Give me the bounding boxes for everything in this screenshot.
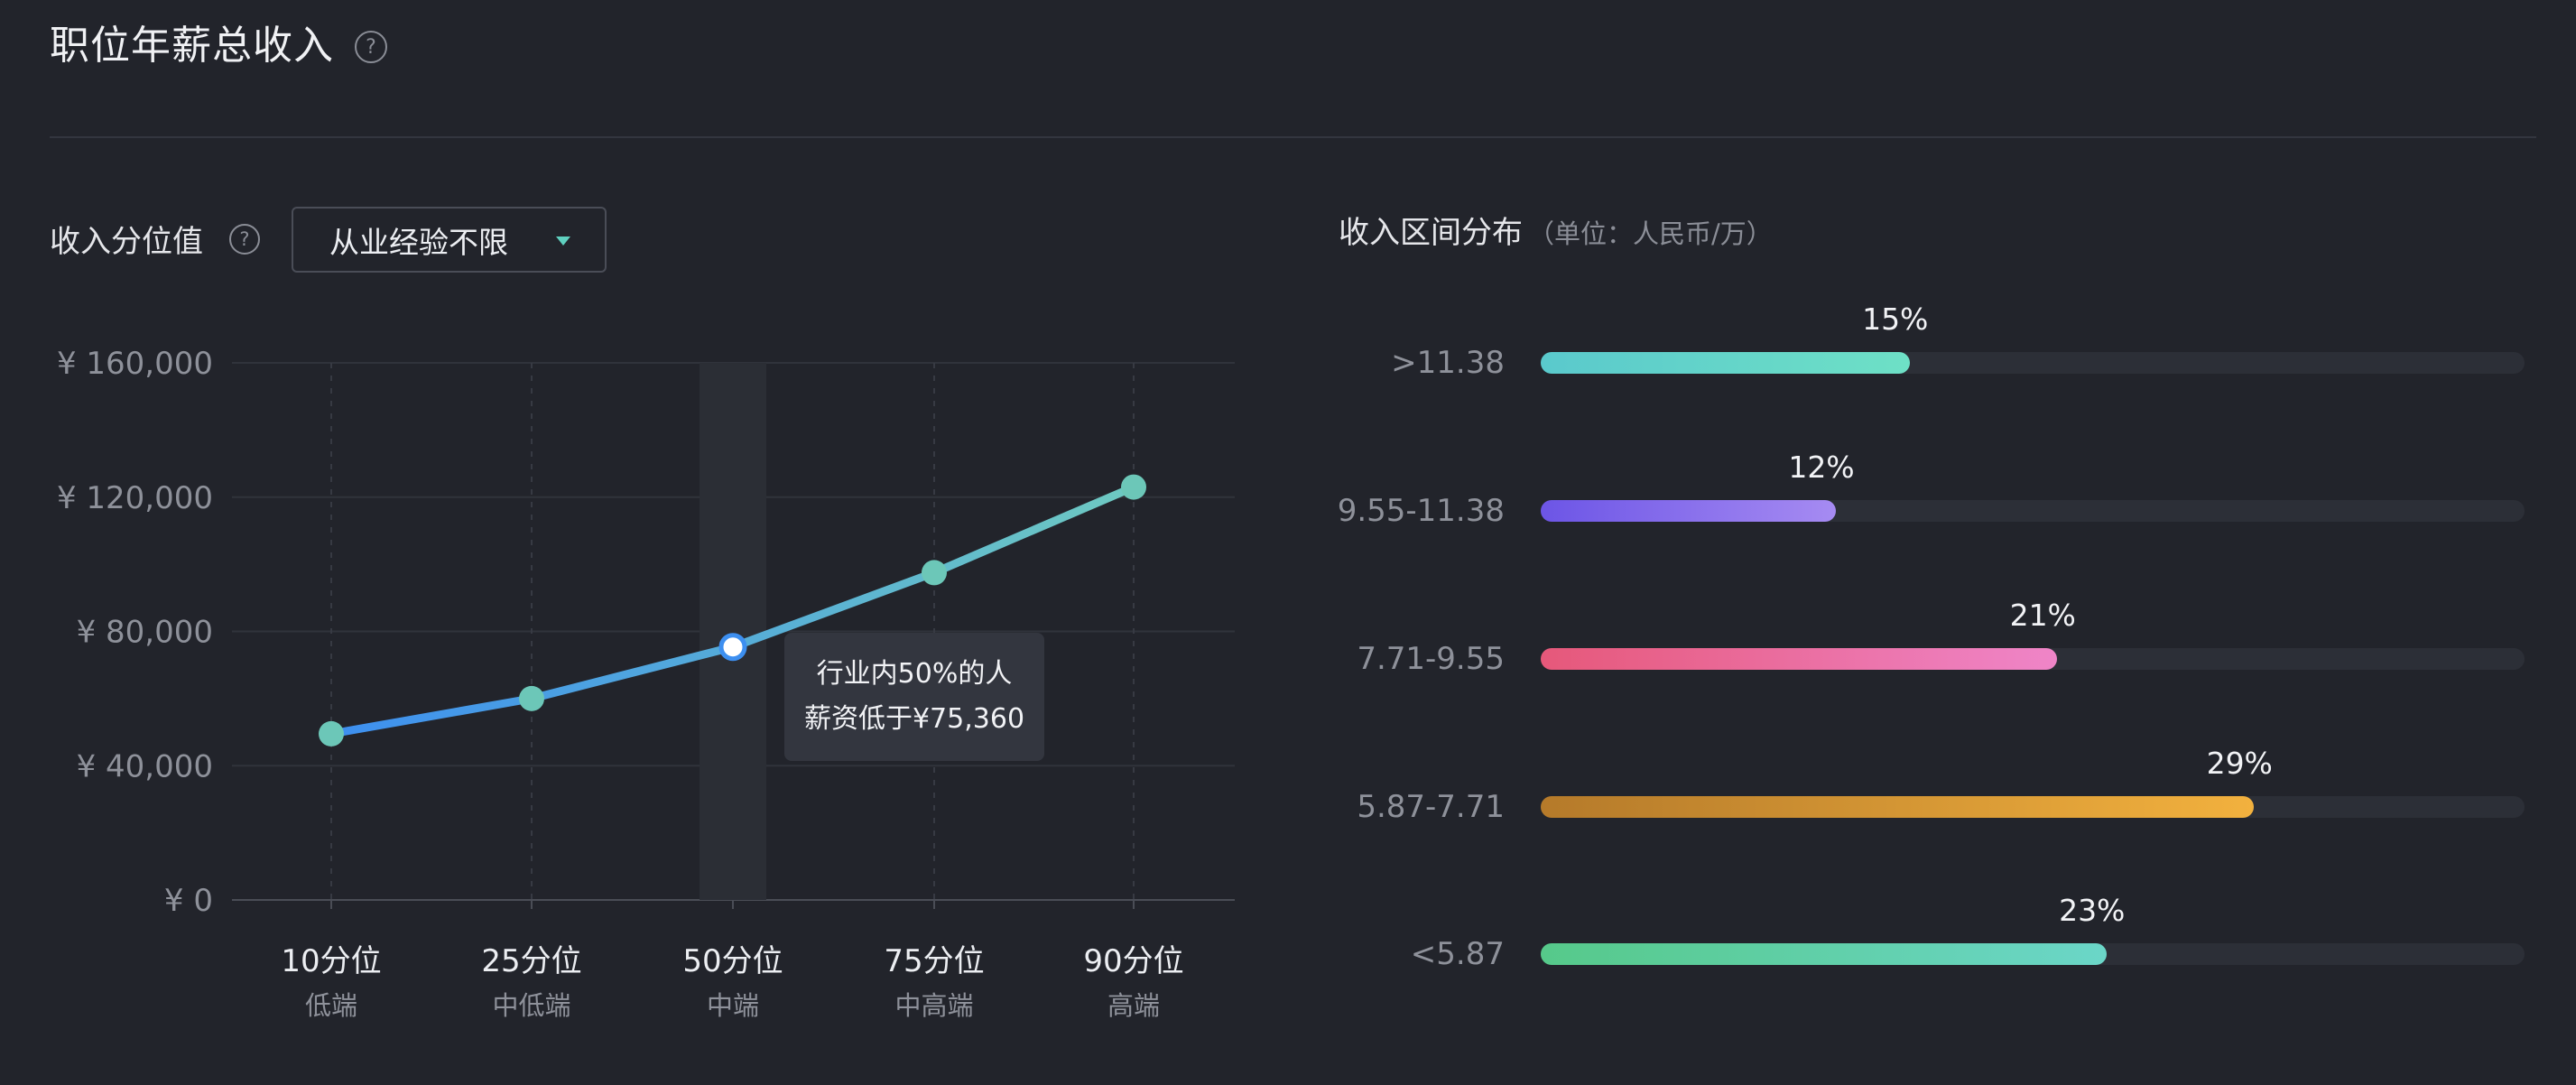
distribution-range-label: >11.38 <box>1391 345 1505 381</box>
distribution-bar-fill <box>1541 943 2107 965</box>
data-point <box>922 560 947 586</box>
distribution-percent-label: 12% <box>1788 450 1855 485</box>
experience-dropdown[interactable]: 从业经验不限 <box>292 207 607 273</box>
distribution-bar-track: 21% <box>1541 598 2525 670</box>
distribution-range-label: 5.87-7.71 <box>1357 789 1505 825</box>
tooltip-line-1: 行业内50%的人 <box>816 658 1013 690</box>
x-tick-label: 25分位 <box>481 943 581 979</box>
distribution-row: 7.71-9.55 21% <box>0 598 2576 695</box>
y-tick-label: ¥ 0 <box>164 883 213 919</box>
distribution-title: 收入区间分布 （单位：人民币/万） <box>1339 208 1773 252</box>
header-divider <box>50 136 2536 138</box>
distribution-bar-track: 29% <box>1541 746 2525 818</box>
y-tick-label: ¥ 40,000 <box>77 748 213 784</box>
experience-dropdown-value: 从业经验不限 <box>329 224 508 260</box>
y-tick-label: ¥ 80,000 <box>77 615 213 651</box>
distribution-bar-fill <box>1541 796 2255 818</box>
distribution-bar-track: 23% <box>1541 893 2525 965</box>
caret-down-icon <box>556 236 570 246</box>
distribution-range-label: 7.71-9.55 <box>1357 641 1505 677</box>
percentile-help-icon[interactable]: ? <box>229 224 260 255</box>
distribution-bar-track: 12% <box>1541 450 2525 522</box>
distribution-range-label: <5.87 <box>1410 936 1505 972</box>
distribution-bar-track: 15% <box>1541 301 2525 374</box>
x-tick-sublabel: 中高端 <box>894 990 973 1021</box>
x-tick-label: 90分位 <box>1083 943 1183 979</box>
page-title: 职位年薪总收入 <box>50 23 334 69</box>
distribution-row: 5.87-7.71 29% <box>0 746 2576 843</box>
data-point-highlighted <box>718 633 747 662</box>
highlight-band <box>700 363 766 900</box>
distribution-percent-label: 15% <box>1862 301 1929 337</box>
x-tick-label: 50分位 <box>682 943 783 979</box>
data-point <box>319 720 344 747</box>
distribution-percent-label: 29% <box>2206 746 2273 781</box>
tooltip-line-2: 薪资低于¥75,360 <box>803 703 1025 735</box>
x-tick-sublabel: 中端 <box>707 990 759 1021</box>
distribution-range-label: 9.55-11.38 <box>1337 493 1505 529</box>
distribution-bar-fill <box>1541 352 1910 374</box>
x-tick-sublabel: 高端 <box>1107 990 1160 1021</box>
data-point <box>1121 474 1146 500</box>
x-tick-sublabel: 低端 <box>305 990 357 1021</box>
y-tick-label: ¥ 120,000 <box>57 480 213 516</box>
x-tick-label: 75分位 <box>884 943 984 979</box>
data-point <box>519 685 544 711</box>
distribution-bar-fill <box>1541 648 2058 670</box>
help-icon[interactable]: ? <box>355 31 387 63</box>
distribution-row: >11.38 15% <box>0 301 2576 399</box>
distribution-row: <5.87 23% <box>0 893 2576 990</box>
chart-tooltip: 行业内50%的人 薪资低于¥75,360 <box>784 633 1044 761</box>
distribution-title-text: 收入区间分布 <box>1339 215 1523 251</box>
x-tick-label: 10分位 <box>281 943 381 979</box>
x-tick-sublabel: 中低端 <box>492 990 570 1021</box>
y-tick-label: ¥ 160,000 <box>57 346 213 382</box>
distribution-row: 9.55-11.38 12% <box>0 450 2576 547</box>
percentile-label: 收入分位值 <box>50 224 203 260</box>
distribution-percent-label: 21% <box>2009 598 2076 633</box>
distribution-unit: （单位：人民币/万） <box>1528 218 1773 249</box>
distribution-bar-fill <box>1541 500 1836 522</box>
distribution-percent-label: 23% <box>2059 893 2126 928</box>
